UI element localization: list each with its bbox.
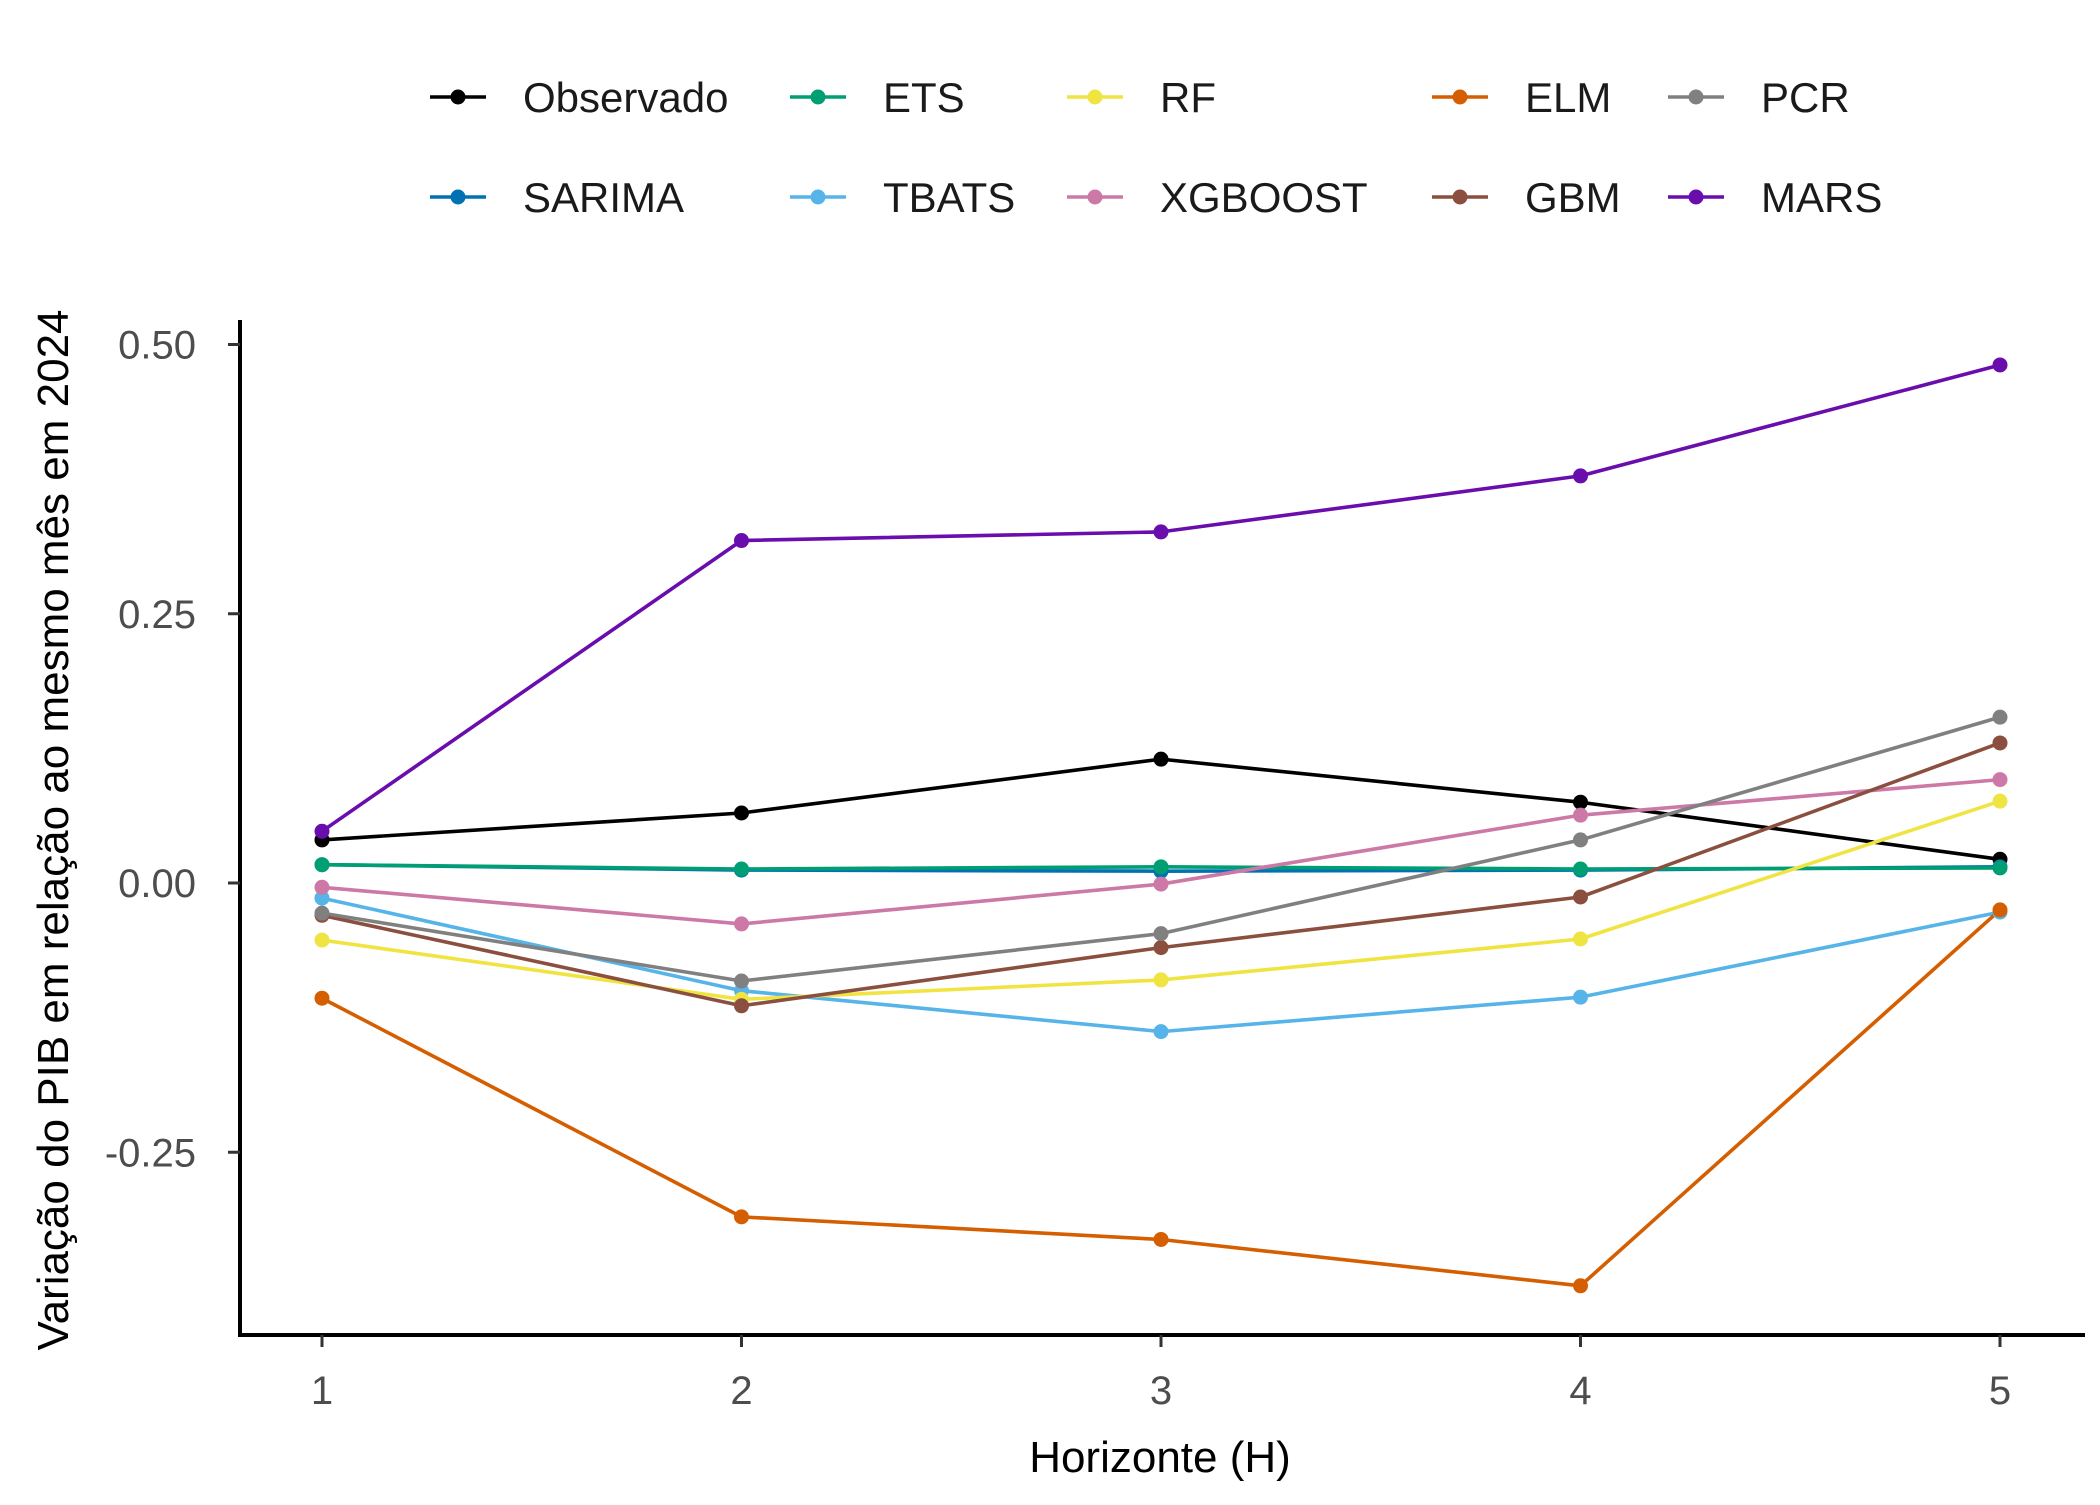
data-point-mars	[1992, 357, 2008, 373]
data-point-pcr	[734, 973, 749, 989]
legend-label: GBM	[1525, 174, 1621, 221]
legend-label: Observado	[523, 74, 728, 121]
data-point-observado	[1573, 794, 1588, 810]
legend-key-point	[1688, 189, 1704, 205]
data-point-elm	[1573, 1278, 1588, 1294]
legend-item-elm: ELM	[1432, 74, 1611, 121]
data-point-pcr	[314, 905, 330, 921]
x-axis-title: Horizonte (H)	[1029, 1433, 1291, 1482]
data-point-rf	[1992, 793, 2008, 809]
data-point-gbm	[1992, 735, 2008, 751]
series-line-tbats	[320, 896, 2002, 1034]
legend-item-sarima: SARIMA	[430, 174, 684, 221]
data-point-xgboost	[734, 916, 749, 932]
x-tick-label: 1	[311, 1369, 333, 1413]
legend-label: ETS	[883, 74, 965, 121]
data-point-elm	[734, 1209, 749, 1225]
legend-item-pcr: PCR	[1668, 74, 1850, 121]
data-point-gbm	[1153, 940, 1169, 956]
data-point-xgboost	[1992, 772, 2008, 788]
x-tick-label: 2	[730, 1369, 752, 1413]
data-point-ets	[734, 861, 749, 877]
data-point-mars	[314, 823, 330, 839]
legend-label: XGBOOST	[1160, 174, 1368, 221]
data-point-pcr	[1153, 926, 1169, 942]
series-line-observado	[320, 757, 2002, 862]
data-point-mars	[1153, 524, 1169, 540]
x-tick-label: 5	[1989, 1369, 2011, 1413]
data-point-mars	[1573, 468, 1588, 484]
legend-key-point	[1452, 89, 1468, 105]
data-point-elm	[1992, 902, 2008, 918]
data-point-tbats	[1573, 989, 1588, 1005]
legend-key-point	[1452, 189, 1468, 205]
x-tick-label: 3	[1150, 1369, 1172, 1413]
data-point-elm	[314, 990, 330, 1006]
legend-item-tbats: TBATS	[790, 174, 1015, 221]
legend-key-point	[1688, 89, 1704, 105]
series-line-elm	[320, 908, 2002, 1288]
plot-lines	[320, 363, 2002, 1288]
legend-item-mars: MARS	[1668, 174, 1882, 221]
series-line-xgboost	[320, 777, 2002, 926]
legend-key-point	[1087, 189, 1103, 205]
legend-label: SARIMA	[523, 174, 684, 221]
legend-label: ELM	[1525, 74, 1611, 121]
data-point-ets	[1573, 861, 1588, 877]
data-point-tbats	[1153, 1024, 1169, 1040]
data-point-elm	[1153, 1231, 1169, 1247]
legend-key-point	[810, 89, 826, 105]
legend-label: RF	[1160, 74, 1216, 121]
legend: Observado SARIMA ETS TBATS RF XGBOOST ELM GBM PC…	[430, 74, 1882, 221]
legend-key-point	[450, 89, 466, 105]
x-axis-ticks: 1 2 3 4 5	[311, 1335, 2011, 1413]
legend-item-ets: ETS	[790, 74, 965, 121]
data-point-ets	[1153, 859, 1169, 875]
x-tick-label: 4	[1569, 1369, 1591, 1413]
y-tick-label: 0.00	[118, 862, 196, 906]
data-point-pcr	[1573, 832, 1588, 848]
y-axis-title: Variação do PIB em relação ao mesmo mês …	[29, 309, 78, 1350]
data-point-xgboost	[314, 879, 330, 895]
data-point-pcr	[1992, 709, 2008, 725]
legend-item-rf: RF	[1067, 74, 1216, 121]
data-point-gbm	[734, 998, 749, 1014]
data-point-ets	[314, 857, 330, 873]
data-point-gbm	[1573, 889, 1588, 905]
data-point-mars	[734, 533, 749, 549]
legend-item-gbm: GBM	[1432, 174, 1621, 221]
data-point-rf	[1153, 972, 1169, 988]
legend-key-point	[450, 189, 466, 205]
y-tick-label: 0.50	[118, 324, 196, 368]
data-point-rf	[314, 932, 330, 948]
legend-label: PCR	[1761, 74, 1850, 121]
data-point-observado	[1153, 751, 1169, 767]
data-point-xgboost	[1573, 807, 1588, 823]
y-tick-label: 0.25	[118, 593, 196, 637]
legend-key-point	[1087, 89, 1103, 105]
plot-points	[314, 357, 2008, 1294]
legend-item-observado: Observado	[430, 74, 728, 121]
y-axis-ticks: -0.25 0.00 0.25 0.50	[105, 324, 240, 1175]
data-point-observado	[734, 805, 749, 821]
data-point-ets	[1992, 860, 2008, 876]
legend-label: TBATS	[883, 174, 1015, 221]
data-point-rf	[1573, 931, 1588, 947]
data-point-xgboost	[1153, 876, 1169, 892]
legend-item-xgboost: XGBOOST	[1067, 174, 1368, 221]
legend-label: MARS	[1761, 174, 1882, 221]
y-tick-label: -0.25	[105, 1131, 196, 1175]
legend-key-point	[810, 189, 826, 205]
data-point-tbats	[314, 890, 330, 906]
